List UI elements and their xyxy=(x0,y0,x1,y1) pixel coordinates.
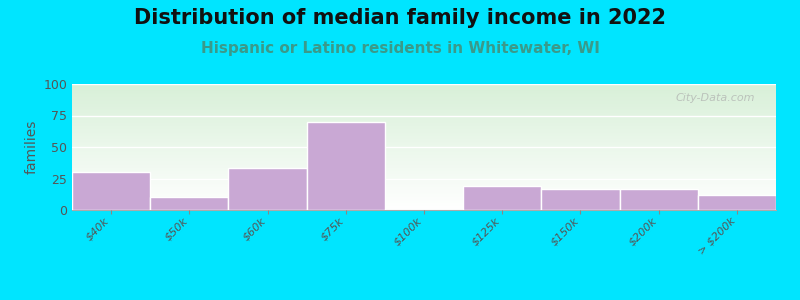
Text: Distribution of median family income in 2022: Distribution of median family income in … xyxy=(134,8,666,28)
Bar xyxy=(463,186,542,210)
Bar xyxy=(619,189,698,210)
Bar xyxy=(72,172,150,210)
Bar xyxy=(229,168,306,210)
Bar xyxy=(150,197,229,210)
Text: City-Data.com: City-Data.com xyxy=(675,93,755,103)
Bar xyxy=(306,122,385,210)
Bar xyxy=(542,189,619,210)
Bar xyxy=(698,195,776,210)
Y-axis label: families: families xyxy=(25,120,39,174)
Text: Hispanic or Latino residents in Whitewater, WI: Hispanic or Latino residents in Whitewat… xyxy=(201,40,599,56)
